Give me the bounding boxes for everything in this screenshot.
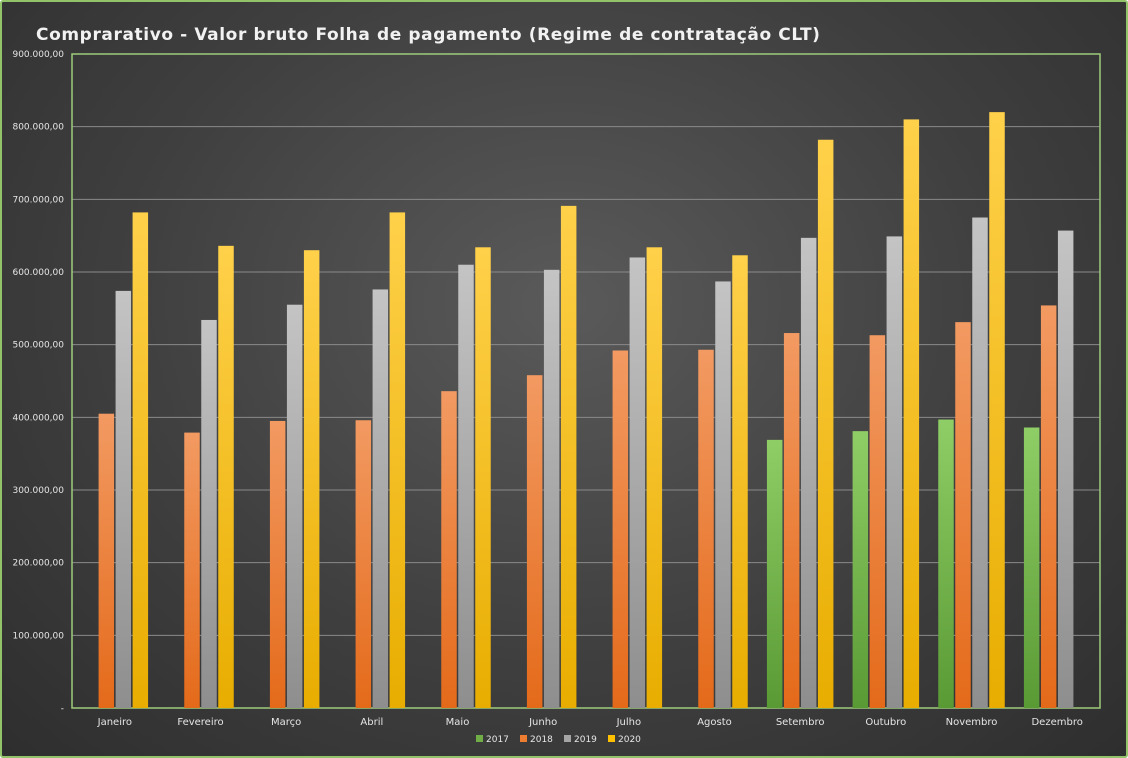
bar-2018-novembro (955, 322, 971, 708)
bar-2019-junho (543, 269, 560, 708)
x-tick-label: Maio (446, 717, 470, 728)
x-tick-label: Fevereiro (177, 717, 223, 728)
bar-2020-fevereiro (218, 245, 234, 708)
bar-2019-abril (372, 289, 389, 708)
bar-2017-dezembro (1023, 427, 1040, 708)
bar-2018-agosto (698, 349, 714, 708)
y-tick-label: 900.000,00 (12, 50, 64, 60)
y-tick-label: 100.000,00 (12, 631, 64, 641)
bar-2020-agosto (732, 255, 748, 708)
y-tick-label: 600.000,00 (12, 268, 64, 278)
y-tick-label: - (61, 704, 64, 714)
legend-label-2020: 2020 (618, 735, 641, 745)
bar-2020-abril (389, 212, 406, 708)
x-axis-tick-labels: Janeiro Fevereiro Março Abril Maio Junho Julho… (97, 717, 1083, 728)
x-tick-label: Janeiro (97, 717, 132, 728)
legend-swatch-2018 (520, 735, 527, 742)
bar-2020-julho (646, 247, 663, 708)
bar-2019-agosto (715, 281, 731, 708)
y-tick-label: 400.000,00 (12, 413, 64, 423)
x-tick-label: Setembro (776, 717, 825, 728)
legend-label-2017: 2017 (486, 735, 509, 745)
bar-2020-setembro (817, 139, 834, 708)
bar-2020-maio (475, 247, 491, 708)
bar-2019-setembro (800, 237, 817, 708)
bar-2017-setembro (766, 439, 783, 708)
x-tick-label: Julho (616, 717, 642, 728)
bar-2019-dezembro (1057, 230, 1074, 708)
x-tick-label: Outubro (865, 717, 906, 728)
x-tick-label: Junho (528, 717, 557, 728)
bar-2018-setembro (783, 333, 800, 708)
y-tick-label: 200.000,00 (12, 559, 64, 569)
bar-2020-janeiro (132, 212, 149, 708)
legend-swatch-2020 (608, 735, 615, 742)
bar-2018-março (269, 420, 286, 708)
bar-2018-outubro (869, 335, 886, 708)
bar-2018-fevereiro (184, 432, 200, 708)
bar-2019-março (286, 304, 303, 708)
x-tick-label: Março (271, 717, 301, 728)
bar-2019-fevereiro (201, 319, 217, 708)
y-tick-label: 300.000,00 (12, 486, 64, 496)
bar-2020-outubro (903, 119, 920, 708)
x-tick-label: Abril (360, 717, 383, 728)
legend-swatch-2017 (476, 735, 483, 742)
x-tick-label: Novembro (946, 717, 998, 728)
bar-2017-outubro (852, 431, 869, 708)
bar-2019-maio (458, 264, 474, 708)
y-tick-label: 500.000,00 (12, 341, 64, 351)
bar-2019-outubro (886, 236, 903, 709)
bar-2020-junho (560, 205, 577, 708)
bar-2018-junho (526, 375, 543, 708)
bar-2018-janeiro (98, 413, 115, 708)
gridlines (72, 126, 1100, 636)
bar-2017-novembro (938, 419, 954, 708)
bar-2018-maio (441, 391, 457, 708)
bar-2019-novembro (972, 217, 988, 708)
y-tick-label: 700.000,00 (12, 195, 64, 205)
bar-2018-abril (355, 420, 372, 708)
bars (98, 112, 1074, 709)
y-axis-tick-labels: - 100.000,00 200.000,00 300.000,00 400.000,0… (12, 50, 64, 714)
legend: 2017 2018 2019 2020 (476, 735, 641, 745)
x-tick-label: Dezembro (1031, 717, 1082, 728)
chart-title: Comprarativo - Valor bruto Folha de paga… (36, 25, 821, 45)
bar-2019-janeiro (115, 290, 132, 708)
x-tick-label: Agosto (697, 717, 732, 728)
legend-label-2018: 2018 (530, 735, 553, 745)
bar-2018-dezembro (1040, 305, 1057, 708)
plot-area-border (71, 53, 1101, 709)
bar-2020-março (303, 250, 320, 708)
y-tick-label: 800.000,00 (12, 123, 64, 133)
bar-2018-julho (612, 350, 629, 708)
legend-swatch-2019 (564, 735, 571, 742)
bar-2020-novembro (989, 112, 1005, 709)
legend-label-2019: 2019 (574, 735, 597, 745)
bar-2019-julho (629, 257, 646, 708)
